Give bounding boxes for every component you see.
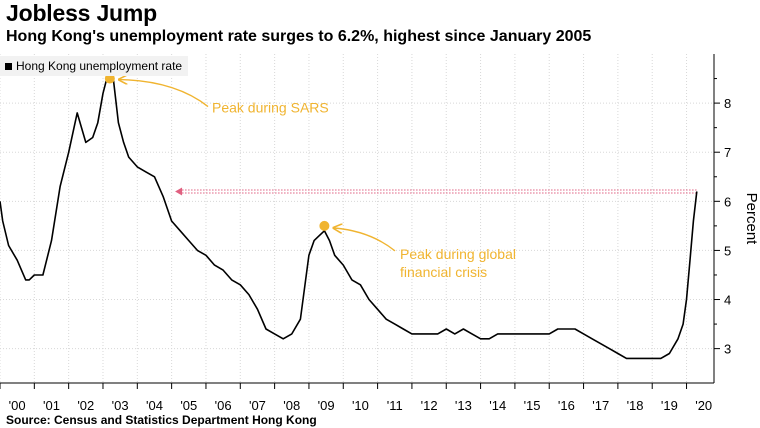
x-tick-label: '09 <box>318 398 335 412</box>
y-tick-label: 7 <box>724 145 731 160</box>
gfc-annotation-line-2: financial crisis <box>400 264 487 280</box>
reference-line-group <box>175 187 697 196</box>
sars-annotation-arrow <box>119 80 209 108</box>
series-line-hong-kong-unemployment-rate <box>0 72 698 360</box>
x-tick-label: '05 <box>180 398 197 412</box>
y-axis-label: Percent <box>743 193 760 246</box>
legend: Hong Kong unemployment rate <box>0 56 189 76</box>
gfc-annotation-arrow <box>333 228 396 252</box>
source-note: Source: Census and Statistics Department… <box>6 413 317 427</box>
x-tick-label: '12 <box>421 398 438 412</box>
x-tick-label: '01 <box>43 398 60 412</box>
sars-annotation-label: Peak during SARS <box>212 100 329 116</box>
x-tick-label: '14 <box>489 398 506 412</box>
chart-subtitle: Hong Kong's unemployment rate surges to … <box>6 28 592 45</box>
x-tick-label: '10 <box>352 398 369 412</box>
reference-arrowhead-icon <box>175 187 183 196</box>
x-tick-label: '20 <box>695 398 712 412</box>
x-tick-label: '13 <box>455 398 472 412</box>
x-tick-label: '03 <box>112 398 129 412</box>
x-tick-label: '04 <box>146 398 163 412</box>
x-tick-label: '06 <box>215 398 232 412</box>
x-tick-label: '07 <box>249 398 266 412</box>
x-tick-label: '02 <box>77 398 94 412</box>
chart-axes: 3 4 5 6 7 8 '00 '01 '02 '03 '04 '05 '06 '07 '08 '09 '10 '… <box>0 54 731 412</box>
gfc-peak-dot <box>319 220 330 231</box>
x-tick-label: '19 <box>661 398 678 412</box>
y-tick-label: 6 <box>724 194 731 209</box>
annotations-group: Peak during SARS Peak during global financ… <box>104 73 516 280</box>
x-tick-label: '15 <box>524 398 541 412</box>
chart-title: Jobless Jump <box>6 0 157 26</box>
x-tick-label: '11 <box>387 398 403 412</box>
unemployment-line-chart: 3 4 5 6 7 8 '00 '01 '02 '03 '04 '05 '06 '07 '08 '09 '10 '… <box>0 54 760 412</box>
series-group <box>0 72 698 360</box>
x-tick-label: '16 <box>558 398 575 412</box>
y-tick-label: 5 <box>724 243 731 258</box>
sars-peak-dot <box>104 73 115 84</box>
y-tick-label: 8 <box>724 96 731 111</box>
y-tick-label: 4 <box>724 293 731 308</box>
legend-entry: Hong Kong unemployment rate <box>16 59 183 73</box>
chart-grid <box>0 54 714 383</box>
gfc-annotation-line-1: Peak during global <box>400 246 516 262</box>
y-tick-label: 3 <box>724 342 731 357</box>
x-tick-label: '18 <box>627 398 644 412</box>
x-tick-label: '00 <box>9 398 26 412</box>
x-tick-label: '08 <box>283 398 300 412</box>
gfc-annotation-label: Peak during global financial crisis <box>400 246 516 280</box>
legend-swatch-icon <box>5 62 12 70</box>
x-tick-label: '17 <box>592 398 609 412</box>
